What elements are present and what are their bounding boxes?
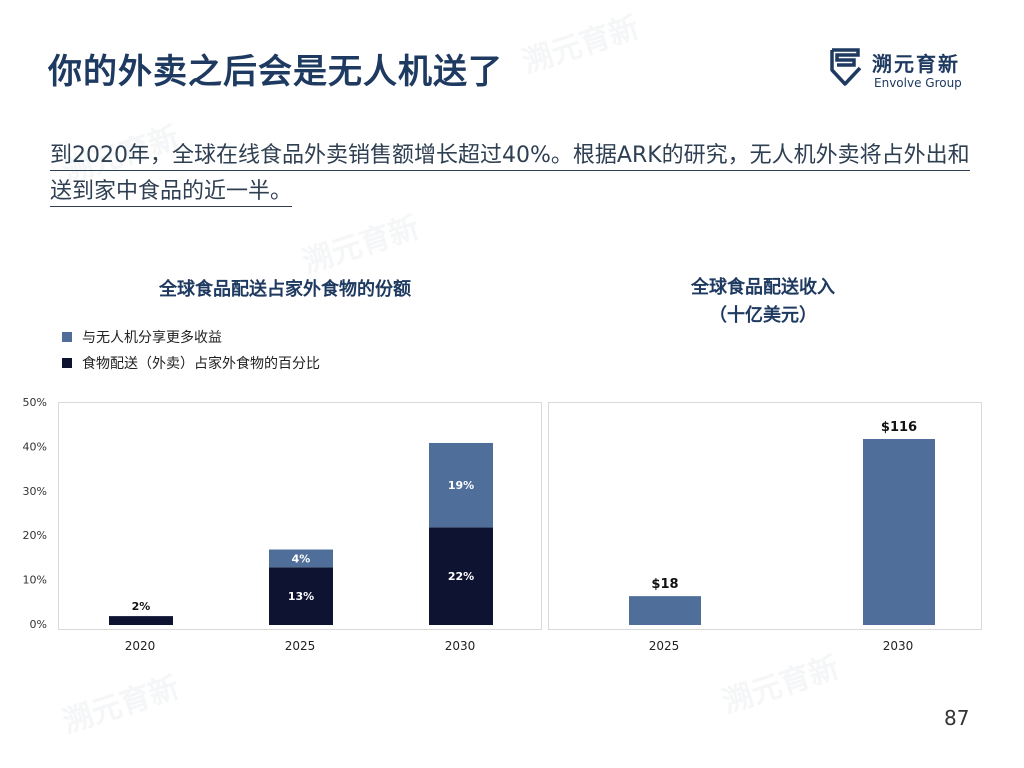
intro-text: 到2020年，全球在线食品外卖销售额增长超过40%。根据ARK的研究，无人机外卖… — [50, 138, 980, 210]
bar-data-label: $116 — [881, 420, 917, 435]
legend-item-delivery: 食物配送（外卖）占家外食物的百分比 — [62, 350, 320, 376]
chart2-title-line1: 全球食品配送收入 — [691, 277, 835, 298]
bar-data-label: 2% — [132, 600, 151, 613]
page-title: 你的外卖之后会是无人机送了 — [48, 52, 503, 92]
bar-data-label: 19% — [448, 479, 474, 492]
y-tick-label: 0% — [30, 618, 47, 631]
bar-segment — [429, 442, 493, 528]
x-tick-label: 2025 — [285, 639, 316, 653]
chart2-xaxis: 2025 2030 — [649, 639, 914, 653]
x-tick-label: 2030 — [883, 639, 914, 653]
bar-segment — [109, 616, 173, 625]
x-tick-label: 2030 — [445, 639, 476, 653]
chart1-xaxis: 2020 2025 2030 — [125, 639, 476, 653]
y-tick-label: 30% — [23, 485, 47, 498]
x-tick-label: 2025 — [649, 639, 680, 653]
logo-text-en: Envolve Group — [874, 76, 962, 90]
legend-swatch-dark — [62, 358, 72, 368]
chart2-title: 全球食品配送收入 （十亿美元） — [628, 274, 898, 330]
chart2-title-line2: （十亿美元） — [709, 305, 817, 326]
legend-swatch-accent — [62, 332, 72, 342]
bar-data-label: 13% — [288, 590, 314, 603]
chart1-yaxis: 0% 10% 20% 30% 40% 50% — [23, 396, 47, 631]
bar-data-label: 22% — [448, 570, 474, 583]
logo-text-cn: 溯元育新 — [872, 52, 960, 76]
watermark: 溯元育新 — [298, 210, 424, 281]
bar-segment — [429, 527, 493, 625]
bar — [629, 596, 701, 625]
page-number: 87 — [944, 706, 970, 730]
y-tick-label: 40% — [23, 440, 47, 453]
bar — [863, 439, 935, 625]
chart1-plot: 2% 13% 4% 22% 19% — [109, 442, 493, 625]
bar-data-label: $18 — [651, 577, 678, 592]
legend-item-drone: 与无人机分享更多收益 — [62, 324, 320, 350]
brand-logo: 溯元育新 Envolve Group — [828, 44, 988, 96]
chart1-title: 全球食品配送占家外食物的份额 — [159, 279, 411, 300]
logo-mark-icon — [830, 48, 862, 86]
y-tick-label: 10% — [23, 574, 47, 587]
y-tick-label: 50% — [23, 396, 47, 409]
watermark: 溯元育新 — [518, 10, 644, 81]
chart1-panel: 2% 13% 4% 22% 19% — [58, 402, 542, 630]
bar-segment — [269, 567, 333, 625]
bar-data-label: 4% — [292, 552, 311, 565]
chart1-legend: 与无人机分享更多收益 食物配送（外卖）占家外食物的百分比 — [62, 324, 320, 376]
chart2-plot: $18 $116 — [629, 420, 935, 625]
x-tick-label: 2020 — [125, 639, 156, 653]
chart2-panel: $18 $116 — [548, 402, 982, 630]
bar-segment — [269, 549, 333, 568]
watermark: 溯元育新 — [58, 670, 184, 741]
y-tick-label: 20% — [23, 529, 47, 542]
legend-label-drone: 与无人机分享更多收益 — [82, 330, 222, 346]
legend-label-delivery: 食物配送（外卖）占家外食物的百分比 — [82, 356, 320, 372]
